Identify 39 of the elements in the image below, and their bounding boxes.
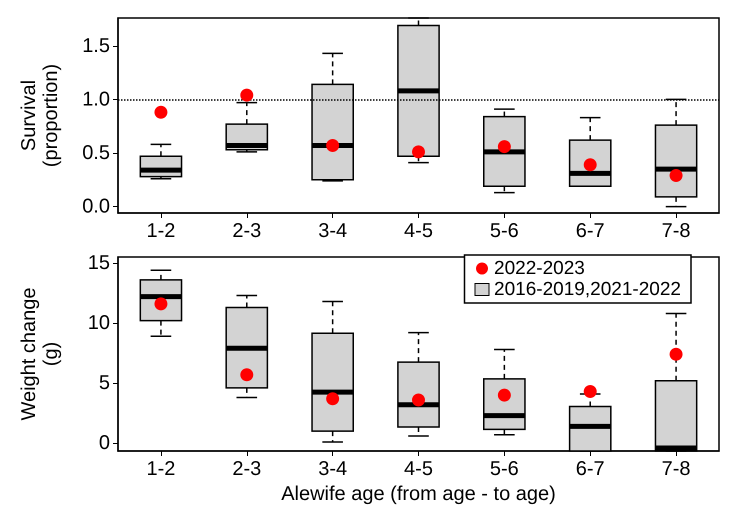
legend-label: 2022-2023 <box>494 258 585 279</box>
point <box>154 106 168 119</box>
x-tick-label: 5-6 <box>490 458 519 480</box>
y-tick-label: 0.5 <box>82 142 110 164</box>
x-tick-label: 3-4 <box>318 220 348 242</box>
y-tick-label: 5 <box>98 372 110 394</box>
point <box>326 392 340 406</box>
x-axis-title: Alewife age (from age - to age) <box>281 482 556 505</box>
x-tick-label: 2-3 <box>232 220 262 242</box>
legend-label: 2016-2019,2021-2022 <box>494 279 682 300</box>
x-tick-label: 2-3 <box>232 458 262 480</box>
point <box>412 393 425 406</box>
point <box>498 388 511 402</box>
point <box>498 140 511 154</box>
x-tick-label: 7-8 <box>662 220 691 242</box>
x-tick-label: 1-2 <box>146 458 176 480</box>
x-tick-label: 4-5 <box>404 458 433 480</box>
x-tick-label: 7-8 <box>662 458 691 480</box>
x-tick-label: 1-2 <box>146 220 176 242</box>
point <box>240 368 254 382</box>
y-tick-label: 0.0 <box>82 196 110 218</box>
y-tick-label: 15 <box>88 252 110 274</box>
point <box>240 88 254 102</box>
x-tick-label: 4-5 <box>404 220 433 242</box>
point <box>412 145 425 158</box>
y-tick-label: 10 <box>88 312 110 334</box>
point <box>670 348 683 361</box>
y-axis-title: Survival (proportion) <box>18 64 62 168</box>
point <box>670 169 683 182</box>
y-tick-label: 1.5 <box>82 34 110 57</box>
y-tick-label: 1.0 <box>82 88 110 110</box>
point <box>584 385 597 398</box>
point <box>326 139 340 152</box>
y-tick-label: 0 <box>98 432 110 454</box>
x-tick-label: 5-6 <box>490 220 519 242</box>
y-axis-title: Weight change (g) <box>18 287 62 421</box>
x-tick-label: 6-7 <box>576 458 605 480</box>
x-tick-label: 6-7 <box>576 220 605 242</box>
x-tick-label: 3-4 <box>318 458 348 480</box>
